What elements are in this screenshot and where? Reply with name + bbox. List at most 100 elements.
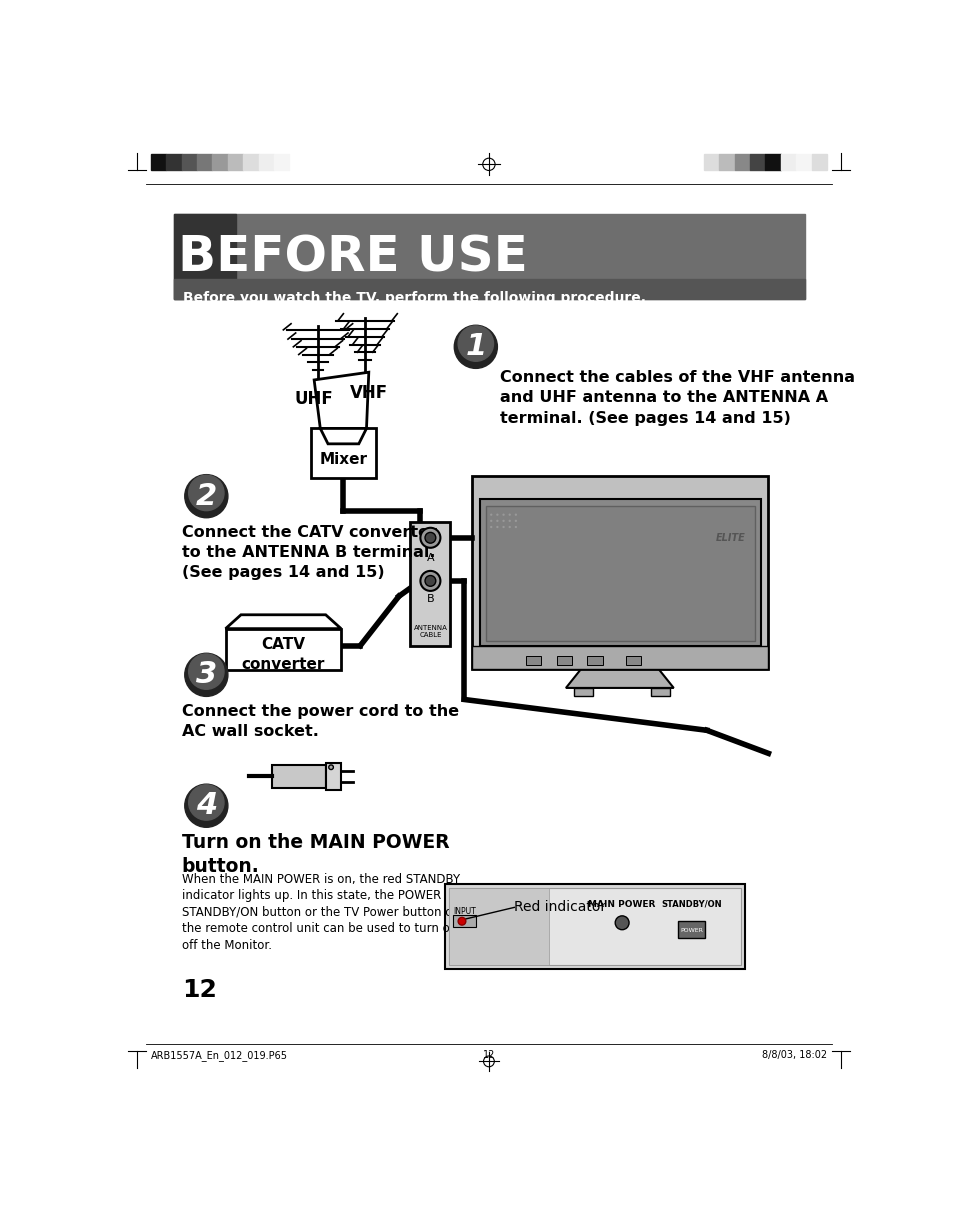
Text: Turn on the MAIN POWER
button.: Turn on the MAIN POWER button. [181, 833, 449, 877]
Circle shape [457, 918, 465, 925]
Text: UHF: UHF [294, 391, 334, 407]
Text: CATV
converter: CATV converter [241, 637, 325, 672]
Bar [410, 522, 450, 646]
Circle shape [508, 514, 511, 516]
Circle shape [185, 653, 228, 696]
Text: Before you watch the TV, perform the following procedure.: Before you watch the TV, perform the fol… [183, 291, 645, 306]
Bar [449, 889, 740, 965]
Bar [650, 688, 669, 695]
Circle shape [515, 520, 517, 522]
Polygon shape [314, 372, 369, 428]
Bar [197, 155, 213, 169]
Bar [453, 915, 476, 926]
Text: Mixer: Mixer [319, 452, 367, 467]
Text: Red indicator: Red indicator [514, 901, 606, 914]
Bar [444, 884, 744, 968]
Bar [811, 155, 826, 169]
Circle shape [508, 520, 511, 522]
Text: ARB1557A_En_012_019.P65: ARB1557A_En_012_019.P65 [151, 1049, 288, 1060]
Circle shape [496, 520, 498, 522]
Text: Connect the CATV converter
to the ANTENNA B terminal.
(See pages 14 and 15): Connect the CATV converter to the ANTENN… [181, 525, 436, 580]
Bar [479, 499, 760, 646]
Circle shape [454, 325, 497, 369]
Text: 3: 3 [195, 660, 216, 689]
Circle shape [490, 526, 492, 528]
Polygon shape [320, 428, 366, 444]
Circle shape [502, 514, 504, 516]
Bar [325, 763, 341, 791]
Text: 1: 1 [465, 332, 486, 361]
Circle shape [508, 526, 511, 528]
Bar [213, 155, 228, 169]
Bar [243, 155, 258, 169]
Circle shape [496, 526, 498, 528]
Bar [749, 155, 764, 169]
Text: When the MAIN POWER is on, the red STANDBY
indicator lights up. In this state, t: When the MAIN POWER is on, the red STAND… [181, 873, 482, 951]
Text: MAIN POWER: MAIN POWER [588, 899, 655, 909]
Bar [485, 507, 754, 641]
Bar [796, 155, 811, 169]
Bar [734, 155, 749, 169]
Text: POWER: POWER [679, 929, 702, 933]
Text: 8/8/03, 18:02: 8/8/03, 18:02 [761, 1051, 826, 1060]
Bar [703, 155, 719, 169]
Circle shape [185, 785, 228, 827]
Text: INPUT: INPUT [453, 907, 476, 915]
Bar [573, 688, 592, 695]
Circle shape [496, 514, 498, 516]
Bar [764, 155, 780, 169]
Bar [525, 655, 540, 665]
Text: B: B [426, 594, 434, 604]
Bar [181, 155, 197, 169]
Bar [557, 655, 572, 665]
Circle shape [457, 326, 493, 361]
Bar [166, 155, 181, 169]
Circle shape [515, 526, 517, 528]
Circle shape [490, 520, 492, 522]
Circle shape [615, 916, 628, 930]
Bar [173, 214, 804, 299]
Text: Connect the power cord to the
AC wall socket.: Connect the power cord to the AC wall so… [181, 704, 458, 740]
Circle shape [185, 475, 228, 517]
Bar [151, 155, 166, 169]
Circle shape [425, 532, 436, 543]
Bar [587, 655, 602, 665]
Bar [625, 655, 640, 665]
Text: 2: 2 [195, 481, 216, 510]
Circle shape [502, 520, 504, 522]
Circle shape [502, 526, 504, 528]
Bar [472, 646, 767, 669]
Circle shape [420, 528, 440, 548]
Circle shape [329, 765, 333, 770]
Text: 12: 12 [482, 1051, 495, 1060]
Circle shape [189, 475, 224, 510]
Bar [258, 155, 274, 169]
Circle shape [515, 514, 517, 516]
Circle shape [490, 514, 492, 516]
Bar [173, 214, 235, 299]
Circle shape [189, 654, 224, 689]
Bar [677, 921, 704, 938]
Text: BEFORE USE: BEFORE USE [177, 233, 527, 282]
Polygon shape [565, 669, 673, 688]
Bar [472, 476, 767, 669]
Bar [173, 279, 804, 299]
Bar [311, 428, 375, 478]
Circle shape [420, 571, 440, 591]
Bar [719, 155, 734, 169]
Bar [449, 889, 548, 965]
Circle shape [425, 575, 436, 586]
Bar [274, 155, 289, 169]
Text: 12: 12 [181, 978, 216, 1002]
Bar [780, 155, 796, 169]
Text: ELITE: ELITE [715, 533, 744, 543]
Bar [272, 765, 325, 788]
Text: STANDBY/ON: STANDBY/ON [660, 899, 721, 909]
Text: A: A [426, 554, 434, 563]
Bar [225, 629, 341, 670]
Text: VHF: VHF [350, 383, 388, 401]
Text: 4: 4 [195, 791, 216, 820]
Text: ANTENNA
CABLE: ANTENNA CABLE [413, 625, 447, 638]
Text: Connect the cables of the VHF antenna
and UHF antenna to the ANTENNA A
terminal.: Connect the cables of the VHF antenna an… [500, 370, 855, 426]
Polygon shape [225, 615, 341, 629]
